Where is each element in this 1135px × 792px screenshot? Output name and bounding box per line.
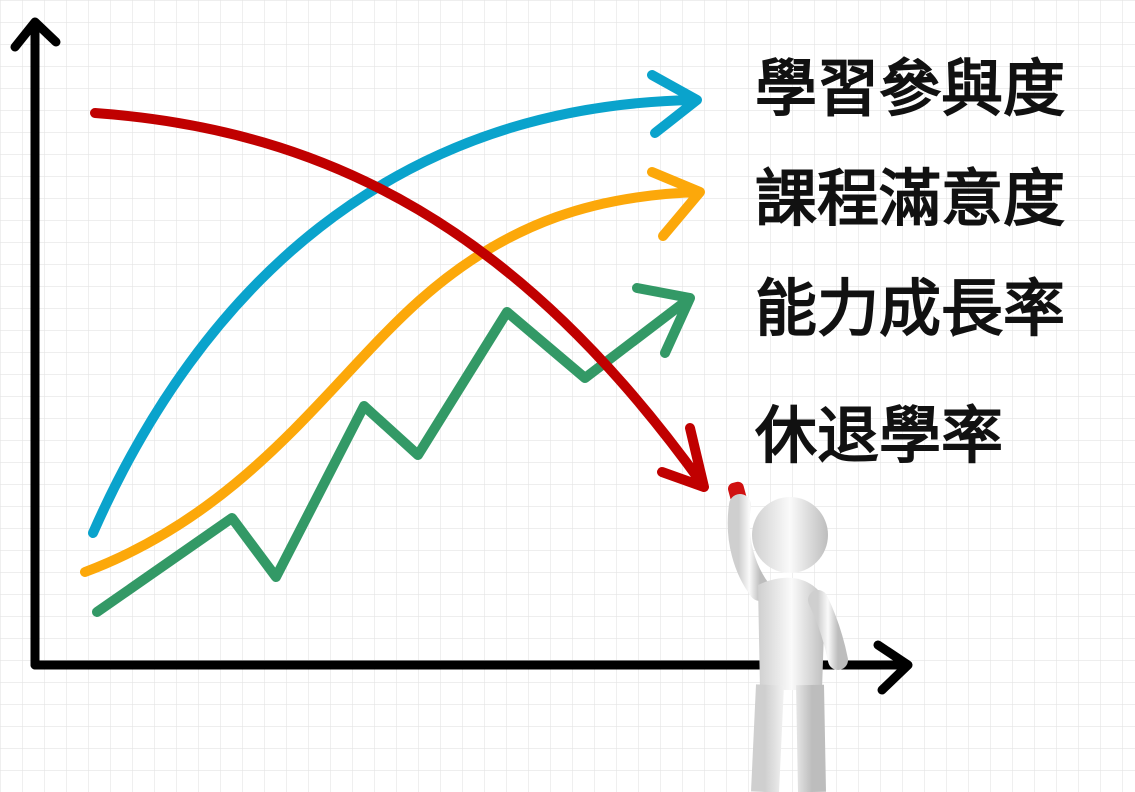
blue-curve <box>88 70 702 538</box>
label: 課程滿意度 <box>755 162 1065 235</box>
label: 學習參與度 <box>755 52 1065 125</box>
figure <box>727 481 848 792</box>
label: 休退學率 <box>754 399 1003 472</box>
green-line <box>92 283 695 617</box>
label: 能力成長率 <box>755 272 1065 345</box>
red-curve <box>90 108 709 492</box>
trend-lines <box>80 70 709 617</box>
orange-curve <box>80 167 705 577</box>
labels: 學習參與度 課程滿意度 能力成長率 休退學率 <box>754 52 1065 472</box>
